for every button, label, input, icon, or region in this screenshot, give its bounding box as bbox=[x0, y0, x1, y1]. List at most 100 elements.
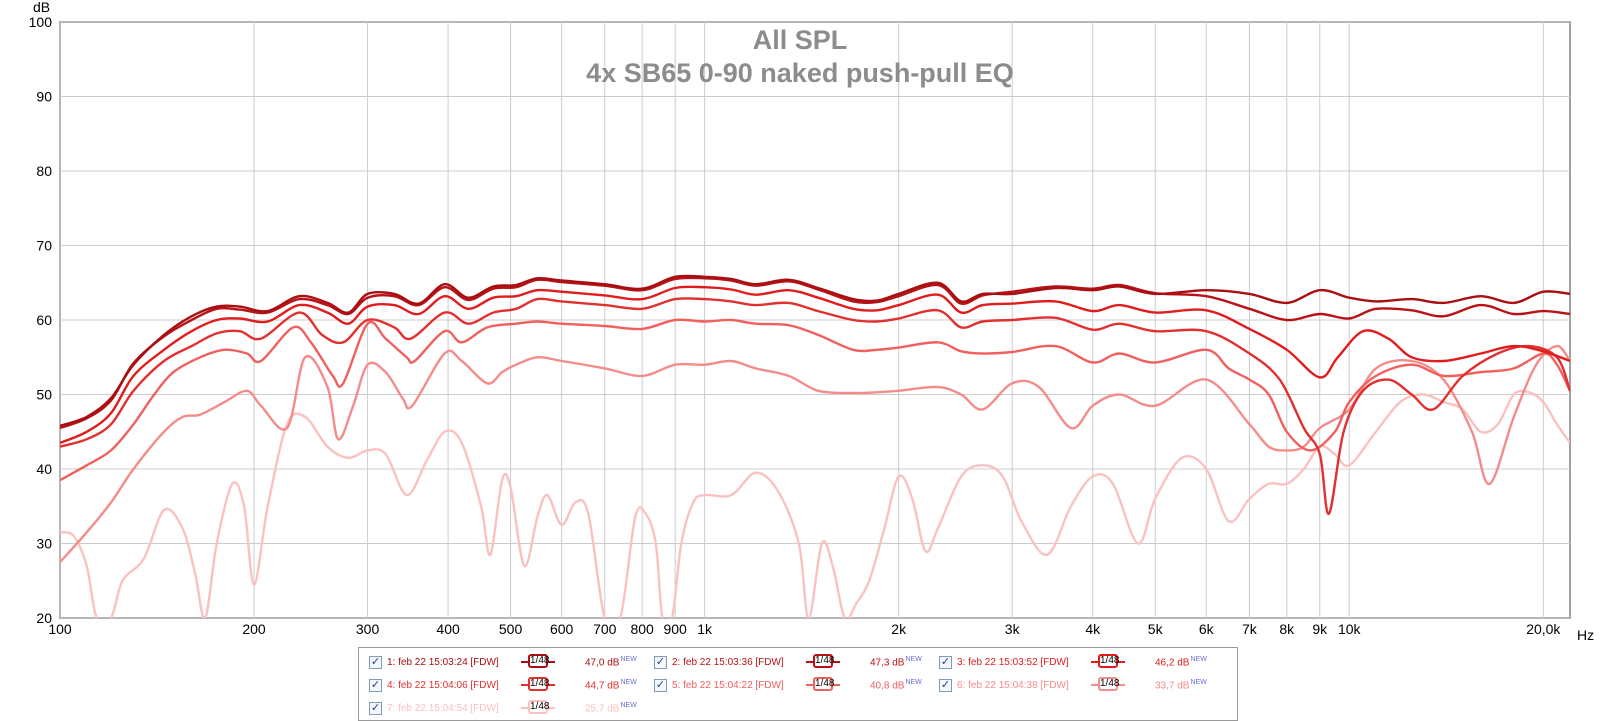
legend-checkbox[interactable]: ✓ bbox=[939, 678, 952, 692]
legend-item[interactable]: ✓ 1: feb 22 15:03:24 [FDW] 1/48 47,0 dBNEW bbox=[369, 653, 637, 671]
smoothing-button[interactable]: 1/48 bbox=[1091, 654, 1125, 670]
legend-checkbox[interactable]: ✓ bbox=[369, 701, 382, 715]
y-axis-label: dB bbox=[33, 0, 50, 15]
level-value: 46,2 dBNEW bbox=[1155, 656, 1207, 669]
legend-checkbox[interactable]: ✓ bbox=[654, 678, 667, 692]
smoothing-label: 1/48 bbox=[1098, 677, 1120, 691]
smoothing-button[interactable]: 1/48 bbox=[521, 700, 555, 716]
legend-checkbox[interactable]: ✓ bbox=[369, 678, 382, 692]
legend-label: 5: feb 22 15:04:22 [FDW] bbox=[672, 679, 784, 691]
x-tick-label: 900 bbox=[663, 621, 687, 637]
smoothing-label: 1/48 bbox=[528, 654, 550, 668]
y-tick-label: 70 bbox=[36, 238, 52, 254]
level-value: 33,7 dBNEW bbox=[1155, 679, 1207, 692]
level-text: 44,7 dB bbox=[585, 680, 620, 692]
grid-lines bbox=[59, 21, 1570, 619]
new-badge: NEW bbox=[905, 655, 922, 663]
x-tick-label: 500 bbox=[499, 621, 523, 637]
x-tick-label: 7k bbox=[1242, 621, 1258, 637]
x-tick-label: 6k bbox=[1199, 621, 1215, 637]
smoothing-label: 1/48 bbox=[528, 700, 550, 714]
y-tick-label: 30 bbox=[36, 536, 52, 552]
y-tick-label: 40 bbox=[36, 461, 52, 477]
legend-checkbox[interactable]: ✓ bbox=[654, 655, 667, 669]
legend: ✓ 1: feb 22 15:03:24 [FDW] 1/48 47,0 dBNEW ✓… bbox=[358, 647, 1238, 721]
smoothing-label: 1/48 bbox=[813, 677, 835, 691]
x-tick-label: 10k bbox=[1338, 621, 1362, 637]
spl-chart[interactable]: 100 200 300 400 500 600 700 800 900 1k 2k 3k 4k 5k 6k 7… bbox=[0, 0, 1600, 650]
level-value: 40,8 dBNEW bbox=[870, 679, 922, 692]
legend-label: 3: feb 22 15:03:52 [FDW] bbox=[957, 656, 1069, 668]
legend-label: 1: feb 22 15:03:24 [FDW] bbox=[387, 656, 499, 668]
series-line-3 bbox=[60, 285, 1570, 445]
smoothing-button[interactable]: 1/48 bbox=[521, 677, 555, 693]
level-text: 25,7 dB bbox=[585, 703, 620, 715]
legend-item[interactable]: ✓ 5: feb 22 15:04:22 [FDW] 1/48 40,8 dBNEW bbox=[654, 676, 922, 694]
series-lines bbox=[60, 274, 1570, 618]
x-tick-label: 3k bbox=[1005, 621, 1021, 637]
smoothing-button[interactable]: 1/48 bbox=[806, 654, 840, 670]
chart-title: All SPL bbox=[753, 25, 848, 55]
level-text: 46,2 dB bbox=[1155, 657, 1190, 669]
x-tick-label: 5k bbox=[1148, 621, 1164, 637]
legend-item[interactable]: ✓ 2: feb 22 15:03:36 [FDW] 1/48 47,3 dBNEW bbox=[654, 653, 922, 671]
y-tick-label: 60 bbox=[36, 312, 52, 328]
level-value: 47,0 dBNEW bbox=[585, 656, 637, 669]
x-tick-label: 200 bbox=[242, 621, 266, 637]
series-line-6 bbox=[60, 344, 1570, 563]
level-text: 47,0 dB bbox=[585, 657, 620, 669]
smoothing-button[interactable]: 1/48 bbox=[806, 677, 840, 693]
y-tick-label: 20 bbox=[36, 610, 52, 626]
y-tick-label: 80 bbox=[36, 163, 52, 179]
x-tick-label: 8k bbox=[1279, 621, 1295, 637]
level-text: 47,3 dB bbox=[870, 657, 905, 669]
legend-label: 7: feb 22 15:04:54 [FDW] bbox=[387, 702, 499, 714]
smoothing-button[interactable]: 1/48 bbox=[521, 654, 555, 670]
x-tick-label: 700 bbox=[593, 621, 617, 637]
level-value: 25,7 dBNEW bbox=[585, 702, 637, 715]
chart-subtitle: 4x SB65 0-90 naked push-pull EQ bbox=[586, 58, 1014, 88]
x-tick-label: 2k bbox=[891, 621, 907, 637]
level-value: 47,3 dBNEW bbox=[870, 656, 922, 669]
y-tick-label: 50 bbox=[36, 387, 52, 403]
series-line-1 bbox=[60, 274, 1570, 427]
series-line-7 bbox=[60, 389, 1570, 618]
legend-item[interactable]: ✓ 7: feb 22 15:04:54 [FDW] 1/48 25,7 dBNEW bbox=[369, 699, 637, 717]
legend-label: 6: feb 22 15:04:38 [FDW] bbox=[957, 679, 1069, 691]
smoothing-label: 1/48 bbox=[1098, 654, 1120, 668]
legend-item[interactable]: ✓ 3: feb 22 15:03:52 [FDW] 1/48 46,2 dBNEW bbox=[939, 653, 1207, 671]
legend-item[interactable]: ✓ 6: feb 22 15:04:38 [FDW] 1/48 33,7 dBNEW bbox=[939, 676, 1207, 694]
series-line-4 bbox=[60, 297, 1570, 515]
y-tick-label: 90 bbox=[36, 89, 52, 105]
x-tick-label: 300 bbox=[356, 621, 380, 637]
legend-item[interactable]: ✓ 4: feb 22 15:04:06 [FDW] 1/48 44,7 dBNEW bbox=[369, 676, 637, 694]
x-tick-label: 600 bbox=[550, 621, 574, 637]
x-tick-label: 9k bbox=[1312, 621, 1328, 637]
smoothing-button[interactable]: 1/48 bbox=[1091, 677, 1125, 693]
new-badge: NEW bbox=[620, 701, 637, 709]
smoothing-label: 1/48 bbox=[528, 677, 550, 691]
new-badge: NEW bbox=[1190, 678, 1207, 686]
x-axis-ticks: 100 200 300 400 500 600 700 800 900 1k 2k 3k 4k 5k 6k 7… bbox=[48, 621, 1561, 637]
smoothing-label: 1/48 bbox=[813, 654, 835, 668]
x-tick-label: 400 bbox=[436, 621, 460, 637]
x-tick-label: 20,0k bbox=[1526, 621, 1561, 637]
legend-label: 2: feb 22 15:03:36 [FDW] bbox=[672, 656, 784, 668]
y-axis-ticks: 20 30 40 50 60 70 80 90 100 bbox=[29, 14, 53, 626]
x-tick-label: 800 bbox=[630, 621, 654, 637]
new-badge: NEW bbox=[905, 678, 922, 686]
x-tick-label: 100 bbox=[48, 621, 72, 637]
level-value: 44,7 dBNEW bbox=[585, 679, 637, 692]
level-text: 40,8 dB bbox=[870, 680, 905, 692]
x-tick-label: 1k bbox=[697, 621, 713, 637]
legend-label: 4: feb 22 15:04:06 [FDW] bbox=[387, 679, 499, 691]
new-badge: NEW bbox=[620, 678, 637, 686]
x-tick-label: 4k bbox=[1085, 621, 1101, 637]
legend-checkbox[interactable]: ✓ bbox=[369, 655, 382, 669]
new-badge: NEW bbox=[620, 655, 637, 663]
y-tick-label: 100 bbox=[29, 14, 53, 30]
level-text: 33,7 dB bbox=[1155, 680, 1190, 692]
series-line-2 bbox=[60, 276, 1570, 430]
new-badge: NEW bbox=[1190, 655, 1207, 663]
legend-checkbox[interactable]: ✓ bbox=[939, 655, 952, 669]
